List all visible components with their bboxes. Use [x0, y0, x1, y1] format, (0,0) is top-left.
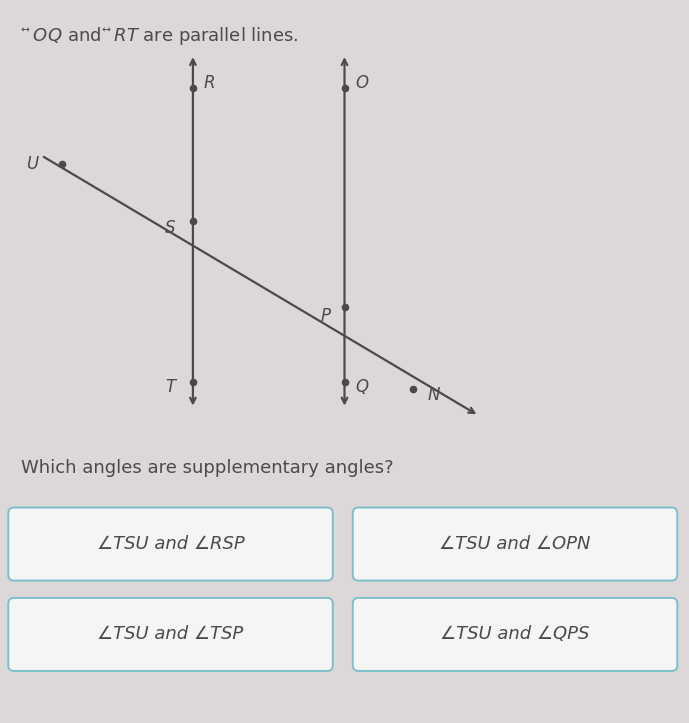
Text: P: P	[320, 307, 331, 325]
Text: $\overleftrightarrow{OQ}$ and $\overleftrightarrow{RT}$ are parallel lines.: $\overleftrightarrow{OQ}$ and $\overleft…	[21, 25, 298, 47]
Text: Which angles are supplementary angles?: Which angles are supplementary angles?	[21, 459, 393, 477]
Text: ∠TSU and ∠TSP: ∠TSU and ∠TSP	[97, 625, 244, 643]
Text: Q: Q	[355, 378, 368, 395]
Text: S: S	[165, 219, 176, 236]
Text: N: N	[427, 387, 440, 404]
Text: ∠TSU and ∠RSP: ∠TSU and ∠RSP	[96, 535, 245, 553]
FancyBboxPatch shape	[353, 598, 677, 671]
Text: ∠TSU and ∠QPS: ∠TSU and ∠QPS	[440, 625, 590, 643]
FancyBboxPatch shape	[353, 508, 677, 581]
Text: ∠TSU and ∠OPN: ∠TSU and ∠OPN	[440, 535, 590, 553]
Text: O: O	[355, 74, 368, 92]
Text: R: R	[203, 74, 215, 92]
Text: U: U	[25, 155, 38, 173]
FancyBboxPatch shape	[8, 598, 333, 671]
Text: T: T	[165, 378, 176, 395]
FancyBboxPatch shape	[8, 508, 333, 581]
